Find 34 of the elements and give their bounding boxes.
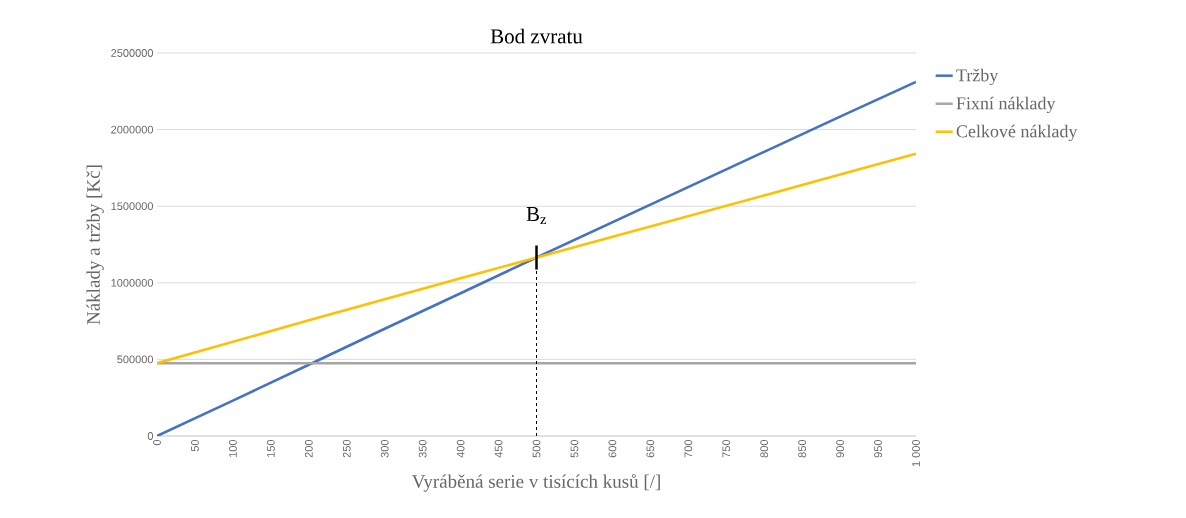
x-tick-label: 800 [760, 439, 769, 458]
x-tick-label: 550 [570, 439, 579, 458]
x-tick-label: 200 [304, 439, 313, 458]
y-tick-label: 2500000 [111, 49, 154, 57]
y-tick-label: 1500000 [111, 202, 154, 211]
x-tick-label: 850 [798, 439, 807, 458]
x-tick-label: 750 [722, 439, 731, 458]
x-tick-label: 900 [836, 439, 844, 458]
x-tick-label: 100 [229, 439, 237, 458]
x-tick-label: 950 [874, 439, 882, 458]
x-tick-label: 150 [266, 439, 275, 458]
ref-line-label: B$_{z}$ [526, 207, 547, 224]
legend-label: Tržby [956, 68, 999, 86]
x-axis-title: Vyráběná serie v tisících kusů [/] [411, 473, 660, 492]
y-tick-label: 0 [147, 432, 154, 440]
x-tick-label: 700 [684, 439, 693, 458]
y-tick-label: 2000000 [111, 125, 154, 134]
x-tick-label: 0 [153, 439, 161, 446]
y-tick-label: 500000 [117, 355, 154, 364]
x-tick-label: 250 [342, 439, 351, 458]
x-tick-label: 600 [608, 439, 617, 458]
x-tick-label: 350 [418, 439, 427, 458]
chart-title: Bod zvratu [490, 28, 583, 44]
x-tick-label: 650 [646, 439, 655, 458]
x-tick-label: 1 000 [912, 439, 920, 467]
x-tick-label: 400 [456, 439, 465, 458]
y-tick-label: 1000000 [111, 278, 154, 287]
legend-label: Celkové náklady [956, 124, 1078, 142]
x-tick-label: 50 [191, 439, 199, 452]
legend-label: Fixní náklady [956, 96, 1056, 114]
y-axis-title: Náklady a tržby [Kč] [86, 165, 104, 325]
x-tick-label: 450 [494, 439, 503, 458]
x-tick-label: 300 [380, 439, 389, 458]
x-tick-label: 500 [532, 439, 541, 458]
